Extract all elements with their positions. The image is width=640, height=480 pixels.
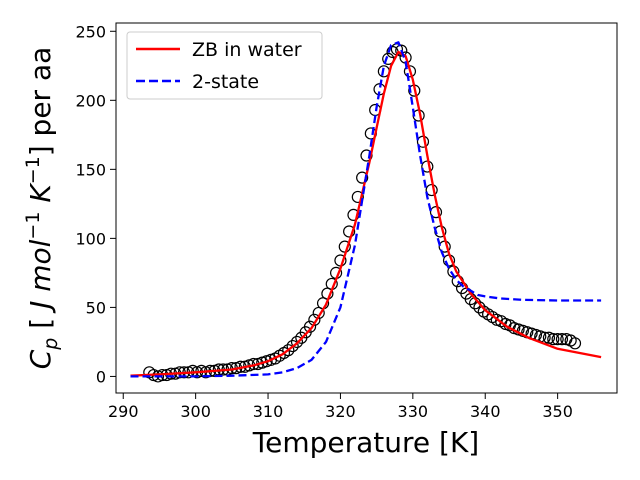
x-tick-label: 330 xyxy=(398,402,429,421)
y-axis-symbol: C xyxy=(24,349,57,369)
y-axis-title: Cp [ J mol−1 K−1] per aa xyxy=(22,47,62,370)
y-axis-close-bracket: ] xyxy=(24,136,57,156)
data-point xyxy=(290,335,304,349)
fit-lines xyxy=(130,41,602,378)
y-tick-label: 200 xyxy=(75,91,106,110)
x-tick-label: 350 xyxy=(542,402,573,421)
data-point xyxy=(395,44,408,57)
y-axis-subscript: p xyxy=(40,338,62,351)
data-point xyxy=(343,225,356,238)
x-tick-label: 290 xyxy=(108,402,139,421)
data-point xyxy=(551,333,564,346)
legend-label-zb-in-water: ZB in water xyxy=(192,39,302,61)
x-tick-label: 340 xyxy=(470,402,501,421)
data-point xyxy=(286,339,299,353)
series-line-0 xyxy=(130,50,602,377)
data-point xyxy=(303,320,317,333)
x-axis-ticks: 290 300 310 320 330 340 350 xyxy=(108,393,573,421)
y-tick-label: 250 xyxy=(75,22,106,41)
x-tick-label: 310 xyxy=(253,402,284,421)
series-line-1 xyxy=(130,41,602,378)
y-axis-ticks: 0 50 100 150 200 250 xyxy=(75,22,116,386)
legend: ZB in water 2-state xyxy=(126,31,323,100)
plot-area xyxy=(130,41,602,383)
y-tick-label: 50 xyxy=(86,298,106,317)
y-axis-per-aa: per aa xyxy=(24,47,57,137)
data-point xyxy=(547,333,560,346)
data-point xyxy=(356,171,369,184)
data-point xyxy=(282,344,295,357)
data-point xyxy=(403,65,417,78)
y-tick-label: 0 xyxy=(96,367,106,386)
y-axis-exponent-2: −1 xyxy=(22,156,44,184)
x-tick-label: 320 xyxy=(325,402,356,421)
data-point xyxy=(568,337,582,350)
data-point xyxy=(351,190,364,204)
y-tick-label: 150 xyxy=(75,160,106,179)
y-axis-units: J mol xyxy=(24,239,57,314)
data-point xyxy=(429,206,443,219)
x-tick-label: 300 xyxy=(180,402,211,421)
data-point xyxy=(555,333,569,346)
y-axis-open-bracket: [ xyxy=(24,309,57,338)
y-axis-kelvin: K xyxy=(24,182,57,212)
y-axis-exponent-1: −1 xyxy=(22,212,44,240)
x-axis-title: Temperature [K] xyxy=(252,426,479,459)
y-tick-label: 100 xyxy=(75,229,106,248)
legend-label-2-state: 2-state xyxy=(192,71,259,93)
